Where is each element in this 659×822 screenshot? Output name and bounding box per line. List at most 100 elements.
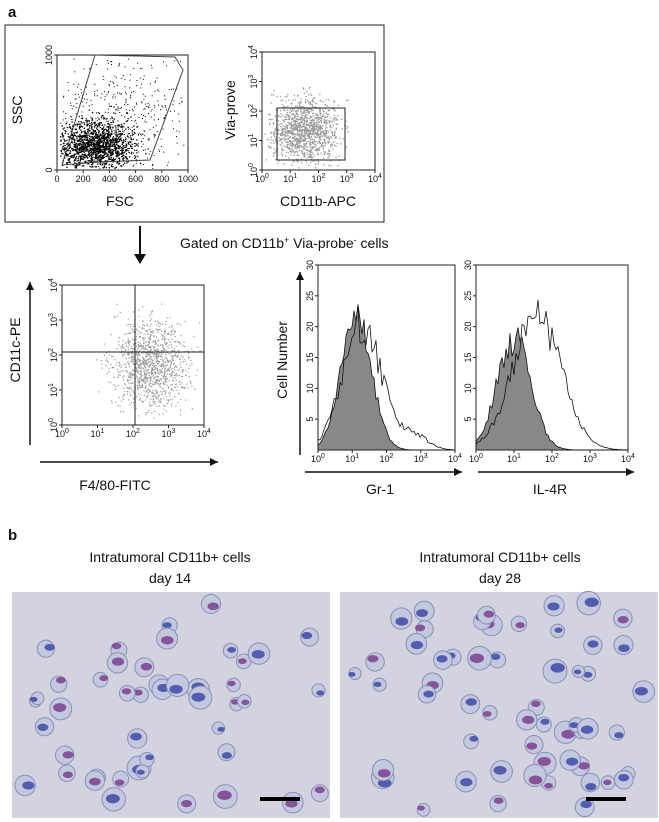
event-dot (336, 118, 337, 119)
event-dot (150, 364, 151, 365)
event-dot (147, 323, 148, 324)
event-dot (144, 377, 145, 378)
event-dot (160, 359, 161, 360)
nucleus (581, 801, 592, 809)
event-dot (172, 399, 173, 400)
event-dot (290, 151, 291, 152)
event-dot (184, 346, 185, 347)
event-dot (158, 323, 159, 324)
event-dot (164, 333, 165, 334)
event-dot (65, 113, 66, 114)
event-dot (323, 164, 324, 165)
event-dot (131, 120, 132, 121)
nucleus (112, 643, 122, 649)
event-dot (290, 133, 291, 134)
event-dot (100, 127, 101, 128)
event-dot (304, 143, 305, 144)
event-dot (178, 323, 179, 324)
event-dot (335, 146, 336, 147)
event-dot (301, 127, 302, 128)
event-dot (110, 382, 111, 383)
event-dot (138, 156, 139, 157)
event-dot (149, 337, 150, 338)
event-dot (142, 328, 143, 329)
event-dot (305, 99, 306, 100)
event-dot (109, 103, 110, 104)
event-dot (152, 346, 153, 347)
event-dot (308, 94, 309, 95)
event-dot (105, 153, 106, 154)
plot-frame (62, 285, 204, 425)
event-dot (68, 133, 69, 134)
event-dot (318, 141, 319, 142)
event-dot (94, 131, 95, 132)
tick-exp: 4 (378, 173, 382, 180)
event-dot (318, 137, 319, 138)
event-dot (111, 160, 112, 161)
nucleus (491, 654, 501, 660)
event-dot (120, 135, 121, 136)
event-dot (294, 155, 295, 156)
event-dot (169, 327, 170, 328)
event-dot (114, 145, 115, 146)
event-dot (134, 114, 135, 115)
event-dot (299, 129, 300, 130)
event-dot (66, 163, 67, 164)
event-dot (125, 384, 126, 385)
event-dot (151, 372, 152, 373)
event-dot (150, 357, 151, 358)
event-dot (304, 130, 305, 131)
event-dot (97, 125, 98, 126)
tick-exp: 3 (424, 453, 428, 460)
event-dot (83, 151, 84, 152)
event-dot (317, 149, 318, 150)
event-dot (95, 130, 96, 131)
event-dot (338, 105, 339, 106)
event-dot (300, 102, 301, 103)
event-dot (134, 155, 135, 156)
event-dot (128, 399, 129, 400)
event-dot (156, 397, 157, 398)
tick-label: 101 (283, 173, 297, 184)
event-dot (317, 118, 318, 119)
event-dot (285, 142, 286, 143)
event-dot (151, 406, 152, 407)
event-dot (172, 371, 173, 372)
event-dot (294, 140, 295, 141)
event-dot (174, 386, 175, 387)
event-dot (164, 372, 165, 373)
event-dot (167, 373, 168, 374)
event-dot (286, 152, 287, 153)
event-dot (70, 126, 71, 127)
event-dot (320, 126, 321, 127)
event-dot (144, 343, 145, 344)
nucleus (614, 732, 623, 738)
event-dot (102, 132, 103, 133)
event-dot (134, 146, 135, 147)
event-dot (159, 151, 160, 152)
event-dot (298, 119, 299, 120)
event-dot (150, 111, 151, 112)
event-dot (155, 353, 156, 354)
event-dot (117, 106, 118, 107)
event-dot (140, 332, 141, 333)
event-dot (155, 344, 156, 345)
event-dot (162, 105, 163, 106)
event-dot (287, 132, 288, 133)
tick-label: 104 (248, 45, 259, 59)
event-dot (83, 140, 84, 141)
event-dot (144, 347, 145, 348)
event-dot (79, 134, 80, 135)
event-dot (97, 134, 98, 135)
event-dot (63, 143, 64, 144)
event-dot (104, 152, 105, 153)
nucleus (238, 658, 247, 664)
event-dot (163, 348, 164, 349)
event-dot (127, 120, 128, 121)
event-dot (302, 146, 303, 147)
event-dot (119, 112, 120, 113)
event-dot (301, 131, 302, 132)
event-dot (152, 67, 153, 68)
event-dot (186, 384, 187, 385)
event-dot (106, 119, 107, 120)
